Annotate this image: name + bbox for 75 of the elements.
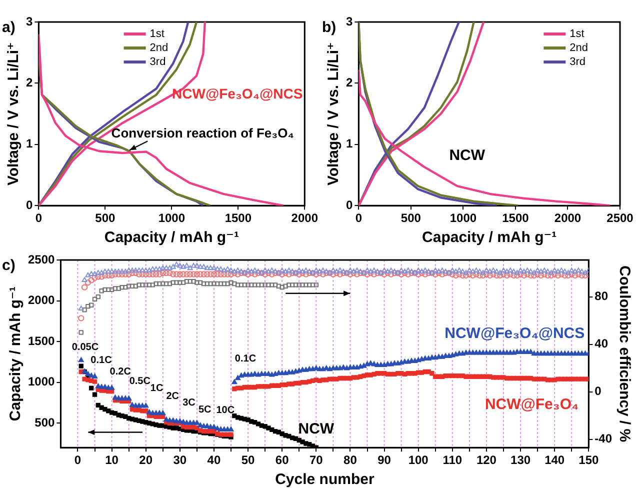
x-tick-label: 10 xyxy=(105,453,119,468)
annotation: 5C xyxy=(198,404,212,416)
x-tick-label: 50 xyxy=(241,453,256,468)
x-tick-label: 500 xyxy=(95,211,116,226)
x-tick-label: 2000 xyxy=(291,211,318,226)
x-tick-label: 0 xyxy=(74,453,82,468)
legend-label: 2nd xyxy=(150,42,168,54)
annotation: 0.2C xyxy=(110,366,131,378)
y-axis-title: Voltage / V vs. Li/Li⁺ xyxy=(5,42,22,186)
x-tick-label: 140 xyxy=(544,453,565,468)
x-tick-label: 40 xyxy=(207,453,221,468)
annotation: 3C xyxy=(182,398,196,409)
text: b) xyxy=(322,19,336,36)
y2-tick-label: -40 xyxy=(594,432,612,446)
y-tick-label: 2 xyxy=(346,76,353,90)
x-axis-title: Cycle number xyxy=(275,471,374,488)
series-label: NCW xyxy=(298,420,335,438)
legend-label: 2nd xyxy=(570,42,588,54)
text: c) xyxy=(2,257,16,274)
y-tick-label: 0 xyxy=(346,198,353,212)
x-tick-label: 120 xyxy=(476,453,497,468)
y-tick-label: 1 xyxy=(26,136,33,151)
y-tick-label: 2 xyxy=(26,76,33,90)
y-axis-title: Voltage / V vs. Li/Li⁺ xyxy=(325,42,342,186)
y-tick-label: 3 xyxy=(346,14,353,28)
x-tick-label: 500 xyxy=(400,211,422,226)
x-tick-label: 1000 xyxy=(450,211,477,226)
x-tick-label: 60 xyxy=(275,453,290,468)
legend-label: 1st xyxy=(570,28,584,40)
y2-tick-label: 80 xyxy=(594,289,608,304)
y2-axis-title: Coulombic efficiency / % xyxy=(616,265,633,442)
legend-label: 3rd xyxy=(150,56,166,68)
annotation: NCW xyxy=(449,146,486,164)
annotation: Conversion reaction of Fe₃O₄ xyxy=(111,126,294,141)
annotation: 0.5C xyxy=(129,376,150,387)
y-tick-label: 1 xyxy=(346,136,353,151)
y-tick-label: 2000 xyxy=(28,293,56,308)
x-tick-label: 1500 xyxy=(502,211,530,226)
annotation: 0.1C xyxy=(90,355,112,366)
x-tick-label: 1000 xyxy=(158,211,186,226)
y-tick-label: 1500 xyxy=(28,334,56,348)
y-tick-label: 2500 xyxy=(28,252,56,266)
x-tick-label: 1500 xyxy=(224,211,252,226)
annotation: 10C xyxy=(216,405,235,416)
x-axis-title: Capacity / mAh g⁻¹ xyxy=(104,229,239,246)
series-label: NCW@Fe₃O₄@NCS xyxy=(444,324,585,342)
series-label: NCW@Fe₃O₄ xyxy=(484,396,579,414)
y2-tick-label: 40 xyxy=(594,336,608,351)
text: a) xyxy=(2,19,16,36)
y-tick-label: 0 xyxy=(26,198,33,212)
x-tick-label: 90 xyxy=(378,453,392,468)
annotation: 1C xyxy=(150,382,164,394)
y2-tick-label: 0 xyxy=(594,384,602,398)
annotation: 0.05C xyxy=(72,342,99,353)
annotation: NCW@Fe₃O₄@NCS xyxy=(172,85,303,102)
y-tick-label: 3 xyxy=(26,14,33,28)
x-axis-title: Capacity / mAh g⁻¹ xyxy=(422,229,557,246)
annotation: 0.1C xyxy=(234,353,256,364)
x-tick-label: 20 xyxy=(139,453,153,468)
x-tick-label: 70 xyxy=(309,453,324,468)
x-tick-label: 130 xyxy=(510,453,531,468)
y-tick-label: 500 xyxy=(34,415,56,430)
annotation: 2C xyxy=(166,391,180,402)
x-tick-label: 110 xyxy=(442,453,462,468)
legend-label: 1st xyxy=(150,28,164,40)
x-tick-label: 100 xyxy=(408,453,429,468)
x-tick-label: 2000 xyxy=(554,211,582,226)
x-tick-label: 2500 xyxy=(606,211,634,226)
x-tick-label: 80 xyxy=(344,453,358,468)
y-axis-title: Capacity / mAh g⁻¹ xyxy=(7,286,24,422)
x-tick-label: 30 xyxy=(173,453,187,468)
x-tick-label: 150 xyxy=(578,453,599,468)
legend-label: 3rd xyxy=(570,56,586,68)
x-tick-label: 0 xyxy=(355,211,362,226)
y-tick-label: 1000 xyxy=(28,374,56,389)
